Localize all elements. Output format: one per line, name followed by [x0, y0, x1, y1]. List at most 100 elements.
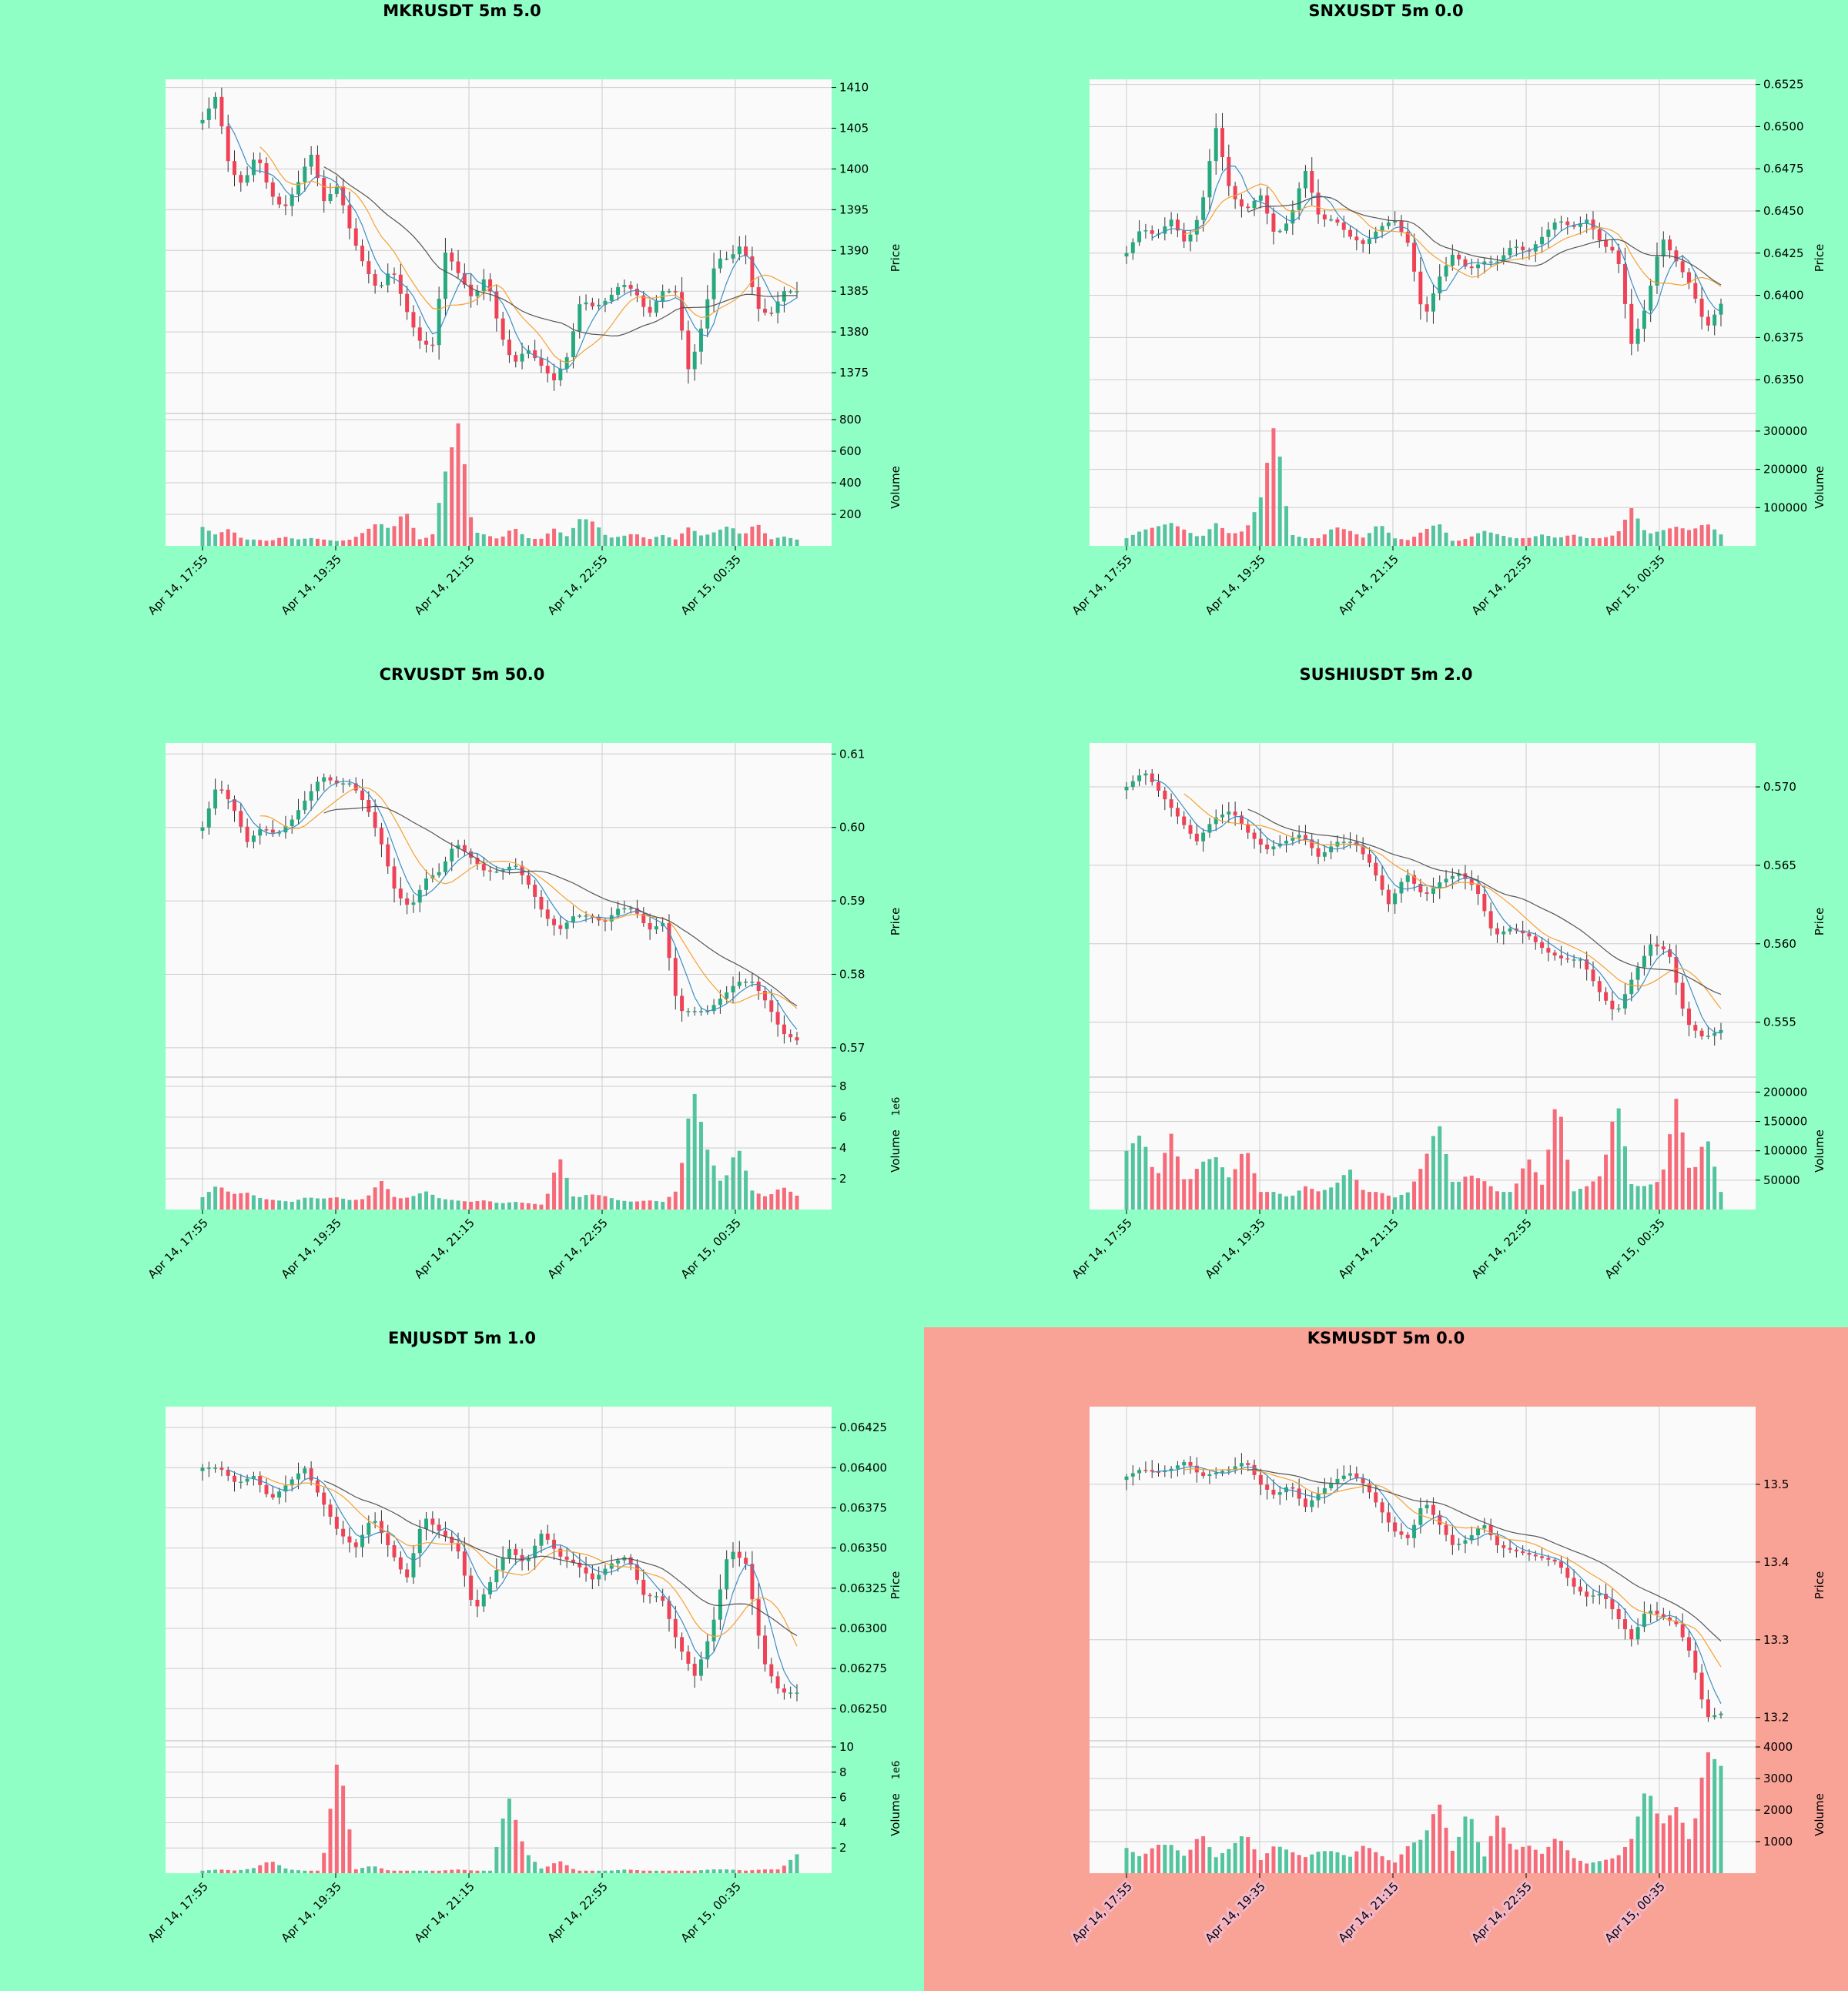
volume-bar	[1469, 1819, 1474, 1873]
chart-panel-enjusdt: 0.06425 0.06400 0.06375 0.06350 0.06325 0.063…	[0, 1327, 924, 1991]
volume-bar	[443, 1870, 447, 1873]
volume-axis-label: Volume	[1813, 1793, 1826, 1836]
volume-bar	[1610, 535, 1615, 546]
candle-up	[1488, 261, 1493, 263]
volume-bar	[494, 1203, 499, 1210]
candle-down	[514, 1548, 518, 1555]
volume-bar	[763, 533, 767, 546]
candle-up	[616, 286, 621, 295]
candle-down	[1246, 206, 1250, 209]
volume-bar	[462, 1869, 467, 1873]
candle-down	[1706, 1699, 1710, 1718]
volume-tick-label: 3000	[1763, 1772, 1793, 1785]
volume-bar	[1604, 1154, 1609, 1210]
price-axis-label: Price	[889, 1571, 902, 1600]
volume-tick-label: 150000	[1763, 1115, 1807, 1129]
volume-bar	[494, 1847, 499, 1873]
candle-down	[386, 1533, 390, 1546]
moving-average-10	[259, 786, 798, 1009]
candle-down	[219, 789, 224, 791]
volume-bar	[1374, 1852, 1378, 1873]
x-tick-label: Apr 15, 00:35	[1602, 1879, 1668, 1945]
volume-bar	[1322, 534, 1327, 546]
candle-up	[1137, 1470, 1142, 1474]
candle-up	[1297, 188, 1301, 210]
volume-bar	[552, 1863, 557, 1873]
volume-bar	[744, 533, 748, 546]
candle-up	[1712, 314, 1717, 326]
candle-up	[424, 878, 429, 890]
volume-bar	[1502, 1192, 1506, 1210]
candle-down	[673, 1618, 678, 1638]
candle-up	[667, 291, 671, 293]
chart-svg-crvusdt: 0.61 0.60 0.59 0.58 0.57 8 6 4 2 Price Volume 1e6 Ap…	[146, 743, 902, 1281]
candle-down	[500, 318, 505, 340]
candle-down	[1552, 952, 1557, 956]
candle-down	[1201, 1472, 1206, 1477]
candle-up	[533, 1545, 537, 1558]
volume-bar	[1424, 528, 1429, 546]
candle-down	[1655, 1611, 1659, 1615]
volume-bar	[769, 1194, 774, 1210]
volume-tick-label: 600	[839, 444, 862, 458]
candle-up	[379, 285, 383, 286]
candle-up	[443, 253, 447, 299]
volume-bar	[686, 1870, 691, 1873]
candle-down	[322, 1492, 326, 1505]
candle-up	[692, 1011, 697, 1012]
candle-down	[744, 246, 748, 256]
candle-down	[1610, 246, 1615, 251]
volume-bar	[322, 539, 326, 546]
volume-bar	[1444, 532, 1448, 546]
volume-bar	[233, 532, 236, 546]
candle-down	[763, 309, 767, 313]
candle-down	[1150, 773, 1154, 782]
price-tick-label: 0.06425	[839, 1420, 887, 1434]
volume-bar	[1565, 1850, 1570, 1873]
volume-multiplier-label: 1e6	[891, 1097, 902, 1116]
candle-down	[1405, 1534, 1410, 1538]
x-tick-label: Apr 14, 17:55	[146, 1879, 211, 1945]
volume-bar	[1130, 1143, 1135, 1210]
candle-down	[545, 909, 550, 919]
volume-tick-label: 2000	[1763, 1803, 1793, 1817]
volume-bar	[469, 1201, 474, 1210]
candle-down	[437, 1524, 441, 1531]
moving-average-5	[1151, 165, 1722, 316]
candle-up	[1457, 1543, 1461, 1545]
candle-up	[705, 299, 710, 329]
volume-bar	[1629, 508, 1634, 546]
volume-bar	[1706, 1752, 1710, 1873]
candle-up	[1635, 1627, 1640, 1640]
volume-bar	[353, 1869, 358, 1873]
candle-down	[564, 1556, 569, 1560]
x-tick-label: Apr 14, 19:35	[1203, 1216, 1268, 1281]
volume-bar	[1246, 525, 1250, 546]
candle-down	[1655, 944, 1659, 947]
volume-bar	[398, 1198, 403, 1210]
volume-bar	[1220, 1852, 1225, 1873]
volume-bar	[373, 1187, 377, 1210]
candle-up	[1143, 773, 1148, 776]
volume-bar	[667, 1196, 671, 1210]
candle-up	[1476, 264, 1481, 269]
candle-up	[1329, 219, 1334, 221]
moving-average-5	[227, 781, 798, 1030]
volume-bar	[725, 1175, 729, 1210]
volume-bar	[1393, 1197, 1398, 1210]
x-tick-label: Apr 14, 17:55	[1070, 552, 1135, 617]
volume-bar	[1316, 1852, 1321, 1873]
candle-up	[705, 1641, 710, 1660]
volume-bar	[1150, 527, 1154, 546]
candle-up	[1469, 1535, 1474, 1541]
candle-down	[769, 1664, 774, 1677]
candle-up	[1444, 878, 1448, 883]
candle-up	[1585, 219, 1589, 223]
volume-tick-label: 100000	[1763, 1144, 1807, 1158]
candle-up	[1163, 226, 1167, 234]
candle-up	[1642, 310, 1646, 329]
volume-bar	[1201, 535, 1206, 546]
candle-up	[1207, 1474, 1212, 1477]
volume-bar	[1220, 1167, 1225, 1210]
volume-bar	[1649, 1795, 1653, 1873]
